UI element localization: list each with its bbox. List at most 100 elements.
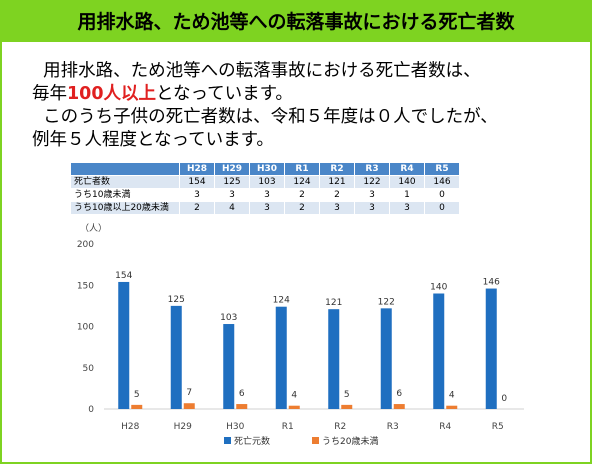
bar-deaths — [485, 288, 497, 409]
table-row: うち10歳未満 3 3 3 2 2 3 1 0 — [70, 188, 460, 202]
bar-under20 — [446, 405, 458, 409]
para-line-1: 用排水路、ため池等への転落事故における死亡者数は、 — [43, 61, 481, 81]
description-paragraph: 用排水路、ため池等への転落事故における死亡者数は、 毎年100人以上となっていま… — [32, 60, 572, 152]
bar-under20 — [131, 404, 143, 409]
x-tick-label: R1 — [282, 422, 294, 432]
slide-title: 用排水路、ため池等への転落事故における死亡者数 — [2, 2, 590, 42]
bar-deaths — [433, 293, 445, 409]
table-cell: 0 — [424, 188, 460, 202]
table-header: H30 — [249, 162, 285, 176]
data-label-under20: 4 — [291, 391, 297, 401]
data-label-under20: 6 — [396, 389, 402, 399]
table-cell: 4 — [214, 201, 250, 215]
row-label: うち10歳未満 — [70, 188, 180, 202]
table-cell: 3 — [249, 188, 285, 202]
para-line-4: 例年５人程度となっています。 — [32, 130, 274, 150]
table-cell: 0 — [424, 201, 460, 215]
table-cell: 3 — [249, 201, 285, 215]
data-label-deaths: 146 — [483, 278, 500, 288]
x-tick-label: R3 — [387, 422, 399, 432]
para-line-2-post: となっています。 — [156, 84, 293, 104]
table-cell: 3 — [389, 201, 425, 215]
table-cell: 122 — [354, 175, 390, 189]
data-label-under20: 5 — [134, 390, 140, 400]
table-cell: 2 — [319, 188, 355, 202]
bar-under20 — [236, 404, 248, 409]
data-label-deaths: 121 — [325, 298, 342, 308]
y-tick-label: 200 — [77, 240, 94, 250]
table-cell: 2 — [179, 201, 215, 215]
table-header: H29 — [214, 162, 250, 176]
legend-swatch-under20 — [312, 437, 319, 444]
x-tick-label: H29 — [174, 422, 192, 432]
table-header: R5 — [424, 162, 460, 176]
table-cell: 124 — [284, 175, 320, 189]
table-header: R1 — [284, 162, 320, 176]
bar-under20 — [288, 405, 300, 409]
table-header: R2 — [319, 162, 355, 176]
bar-deaths — [118, 281, 130, 409]
data-label-deaths: 103 — [220, 313, 237, 323]
para-line-3: このうち子供の死亡者数は、令和５年度は０人でしたが、 — [43, 107, 498, 127]
table-header: R3 — [354, 162, 390, 176]
table-header-row: H28 H29 H30 R1 R2 R3 R4 R5 — [70, 162, 460, 176]
table-corner — [70, 162, 180, 176]
bar-deaths — [380, 308, 392, 409]
y-tick-label: 50 — [83, 364, 95, 374]
table-cell: 140 — [389, 175, 425, 189]
table-cell: 121 — [319, 175, 355, 189]
table-cell: 3 — [179, 188, 215, 202]
table-cell: 2 — [284, 201, 320, 215]
table-cell: 125 — [214, 175, 250, 189]
data-label-under20: 5 — [344, 390, 350, 400]
y-axis-unit-label: （人） — [80, 223, 107, 234]
data-label-deaths: 125 — [168, 295, 185, 305]
table-cell: 146 — [424, 175, 460, 189]
table-row: 死亡者数 154 125 103 124 121 122 140 146 — [70, 175, 460, 189]
table-cell: 3 — [354, 188, 390, 202]
data-label-deaths: 122 — [378, 297, 395, 307]
table-cell: 1 — [389, 188, 425, 202]
y-tick-label: 150 — [77, 281, 94, 291]
row-label: うち10歳以上20歳未満 — [70, 201, 180, 215]
legend-label-deaths: 死亡元数 — [234, 435, 270, 447]
bar-under20 — [393, 404, 405, 409]
table-header: H28 — [179, 162, 215, 176]
data-label-deaths: 140 — [430, 283, 447, 293]
y-tick-label: 100 — [77, 323, 94, 333]
data-label-under20: 4 — [449, 391, 455, 401]
bar-deaths — [275, 306, 287, 409]
legend-label-under20: うち20歳未満 — [322, 435, 378, 447]
x-tick-label: R2 — [334, 422, 346, 432]
para-line-2-highlight: 100人以上 — [67, 84, 157, 104]
table-cell: 3 — [354, 201, 390, 215]
table-cell: 3 — [214, 188, 250, 202]
legend-swatch-deaths — [224, 437, 231, 444]
table-row: うち10歳以上20歳未満 2 4 3 2 3 3 3 0 — [70, 201, 460, 215]
x-tick-label: H30 — [226, 422, 244, 432]
table-header: R4 — [389, 162, 425, 176]
data-label-deaths: 154 — [115, 271, 132, 281]
data-label-deaths: 124 — [273, 296, 290, 306]
bar-deaths — [223, 324, 235, 409]
y-tick-label: 0 — [88, 405, 94, 415]
x-tick-label: R4 — [439, 422, 451, 432]
data-label-under20: 6 — [239, 389, 245, 399]
para-line-2-pre: 毎年 — [32, 84, 67, 104]
bar-deaths — [170, 305, 182, 409]
table-cell: 103 — [249, 175, 285, 189]
table-cell: 3 — [319, 201, 355, 215]
bar-under20 — [341, 404, 353, 409]
x-tick-label: R5 — [492, 422, 504, 432]
data-table: H28 H29 H30 R1 R2 R3 R4 R5 死亡者数 154 125 … — [70, 162, 460, 215]
row-label: 死亡者数 — [70, 175, 180, 189]
bar-under20 — [183, 403, 195, 409]
bar-deaths — [328, 309, 340, 409]
table-cell: 2 — [284, 188, 320, 202]
table-cell: 154 — [179, 175, 215, 189]
data-label-under20: 7 — [186, 388, 192, 398]
x-tick-label: H28 — [121, 422, 139, 432]
bar-chart: （人）0501001502001545H281257H291036H301244… — [77, 223, 524, 447]
data-label-under20: 0 — [501, 394, 507, 404]
